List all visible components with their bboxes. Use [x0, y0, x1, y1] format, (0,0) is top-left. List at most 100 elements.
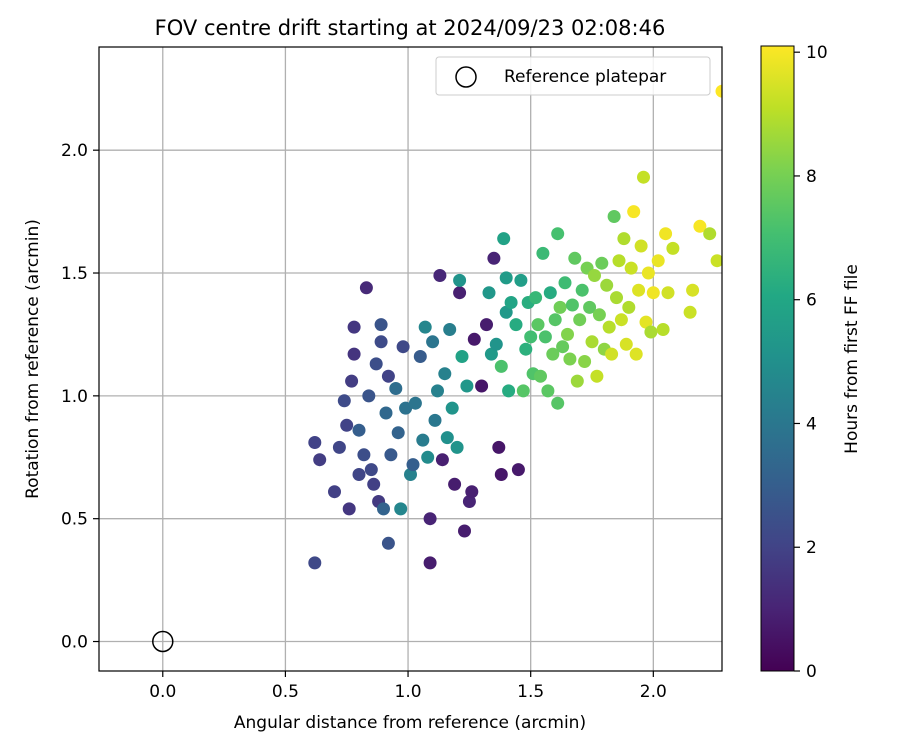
data-point	[590, 369, 604, 383]
data-point	[428, 413, 442, 427]
data-point	[612, 254, 626, 268]
data-point	[646, 286, 660, 300]
data-point	[418, 320, 432, 334]
data-point	[715, 84, 722, 98]
colorbar-gradient	[760, 45, 795, 672]
data-point	[408, 396, 422, 410]
colorbar-ticks: 0 2 4 6 8 10	[794, 43, 828, 682]
data-point	[538, 330, 552, 344]
data-point	[342, 502, 356, 516]
data-point	[435, 453, 449, 467]
colorbar: 0 2 4 6 8 10 Hours from first FF file	[760, 43, 862, 682]
data-point	[546, 347, 560, 361]
data-point	[637, 170, 650, 184]
grid-lines	[99, 47, 722, 671]
data-point	[484, 347, 498, 361]
data-point	[423, 512, 437, 526]
data-point	[651, 254, 665, 268]
y-axis-ticks: 0.0 0.5 1.0 1.5 2.0	[61, 141, 99, 653]
y-tick-label: 1.5	[61, 264, 88, 284]
data-point	[367, 477, 381, 491]
data-point	[583, 300, 597, 314]
data-point	[455, 350, 469, 363]
colorbar-tick-label: 6	[806, 291, 817, 311]
y-axis-label: Rotation from reference (arcmin)	[23, 219, 43, 499]
data-point	[656, 323, 670, 336]
data-point	[511, 463, 525, 477]
data-point	[661, 286, 675, 300]
x-tick-label: 0.0	[149, 682, 176, 702]
legend: Reference platepar	[435, 56, 711, 96]
data-point	[561, 327, 574, 341]
data-point	[565, 298, 579, 312]
data-point	[570, 374, 584, 388]
data-point	[340, 418, 354, 432]
data-point	[514, 273, 528, 287]
data-point	[624, 261, 638, 275]
data-point	[563, 352, 577, 366]
data-point	[347, 347, 361, 361]
data-point	[553, 300, 567, 314]
y-tick-label: 2.0	[61, 141, 88, 161]
data-point	[610, 291, 623, 305]
data-point	[595, 256, 609, 270]
legend-box	[435, 56, 711, 96]
data-point	[332, 440, 346, 454]
data-point	[494, 359, 508, 373]
data-point	[438, 367, 452, 381]
legend-open-circle-icon	[455, 66, 477, 88]
data-point	[313, 453, 327, 467]
data-point	[551, 396, 565, 410]
data-point	[377, 502, 390, 516]
chart-title: FOV centre drift starting at 2024/09/23 …	[155, 16, 666, 40]
x-tick-label: 0.5	[272, 682, 299, 702]
data-point	[693, 219, 707, 233]
data-point	[453, 286, 467, 300]
colorbar-label: Hours from first FF file	[842, 264, 862, 454]
data-point	[328, 485, 341, 499]
data-point	[384, 448, 398, 462]
data-point	[504, 296, 518, 309]
data-point	[467, 332, 481, 346]
data-point	[703, 227, 717, 241]
data-point	[607, 210, 621, 223]
data-point	[541, 384, 555, 398]
data-point	[556, 340, 570, 354]
data-point	[374, 335, 388, 349]
data-point	[379, 406, 393, 420]
data-point	[347, 320, 361, 334]
data-point	[578, 355, 592, 368]
colorbar-tick-label: 8	[806, 167, 817, 187]
data-point	[639, 315, 653, 329]
data-point	[475, 379, 489, 393]
y-tick-label: 0.5	[61, 510, 88, 530]
data-point	[308, 556, 322, 570]
data-point	[659, 227, 673, 241]
data-point	[345, 374, 359, 388]
data-point	[666, 241, 680, 255]
data-point	[600, 278, 614, 292]
data-point	[592, 308, 606, 322]
data-point	[536, 246, 550, 260]
data-point	[364, 463, 378, 477]
data-point	[440, 431, 454, 445]
data-point	[575, 283, 589, 297]
data-point	[619, 337, 633, 351]
data-point	[381, 536, 395, 550]
data-point	[396, 340, 410, 354]
y-tick-label: 1.0	[61, 387, 88, 407]
data-point	[509, 318, 523, 332]
data-point	[629, 347, 643, 361]
data-point	[499, 271, 513, 285]
data-point	[492, 440, 506, 454]
data-point	[551, 227, 565, 241]
data-point	[391, 426, 405, 440]
data-point	[683, 305, 697, 319]
data-point	[632, 283, 646, 297]
data-point	[573, 313, 587, 327]
data-point	[531, 318, 545, 332]
data-point	[381, 369, 395, 383]
data-point	[458, 524, 471, 538]
data-point	[337, 394, 351, 408]
